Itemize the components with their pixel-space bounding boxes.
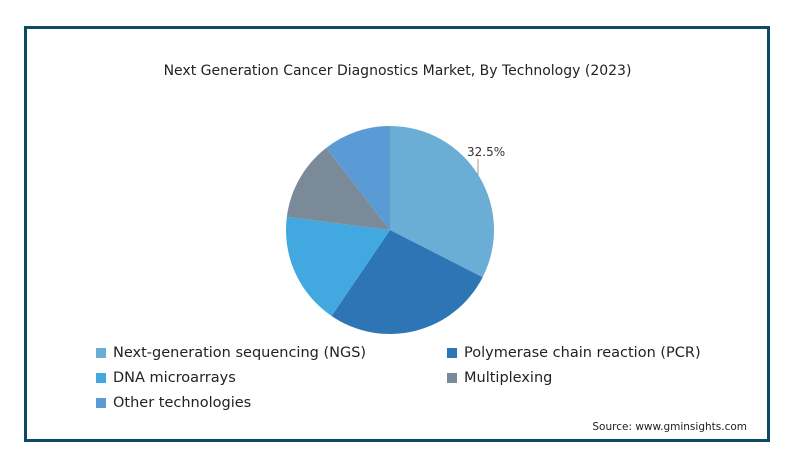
legend-item: DNA microarrays (96, 370, 236, 386)
legend-swatch (96, 398, 106, 408)
pie-slice (390, 126, 494, 278)
chart-title: Next Generation Cancer Diagnostics Marke… (163, 63, 632, 79)
legend-swatch (96, 348, 106, 358)
legend-label: Next-generation sequencing (NGS) (113, 345, 367, 361)
chart-frame (24, 26, 770, 442)
legend-item: Next-generation sequencing (NGS) (96, 345, 366, 361)
pie-slice (331, 230, 483, 335)
legend-item: Multiplexing (447, 370, 552, 386)
pie-slice (326, 126, 390, 230)
legend-item: Polymerase chain reaction (PCR) (447, 345, 701, 361)
pie-slice (286, 147, 390, 230)
legend-label: Other technologies (113, 395, 252, 411)
pie-slice (285, 216, 390, 317)
legend-label: Polymerase chain reaction (PCR) (464, 345, 701, 361)
legend-label: DNA microarrays (113, 370, 236, 386)
source-note: Source: www.gminsights.com (592, 421, 747, 433)
data-label: 32.5% (467, 145, 505, 159)
legend-swatch (447, 373, 457, 383)
legend-swatch (447, 348, 457, 358)
legend-item: Other technologies (96, 395, 251, 411)
legend-swatch (96, 373, 106, 383)
legend-label: Multiplexing (464, 370, 553, 386)
